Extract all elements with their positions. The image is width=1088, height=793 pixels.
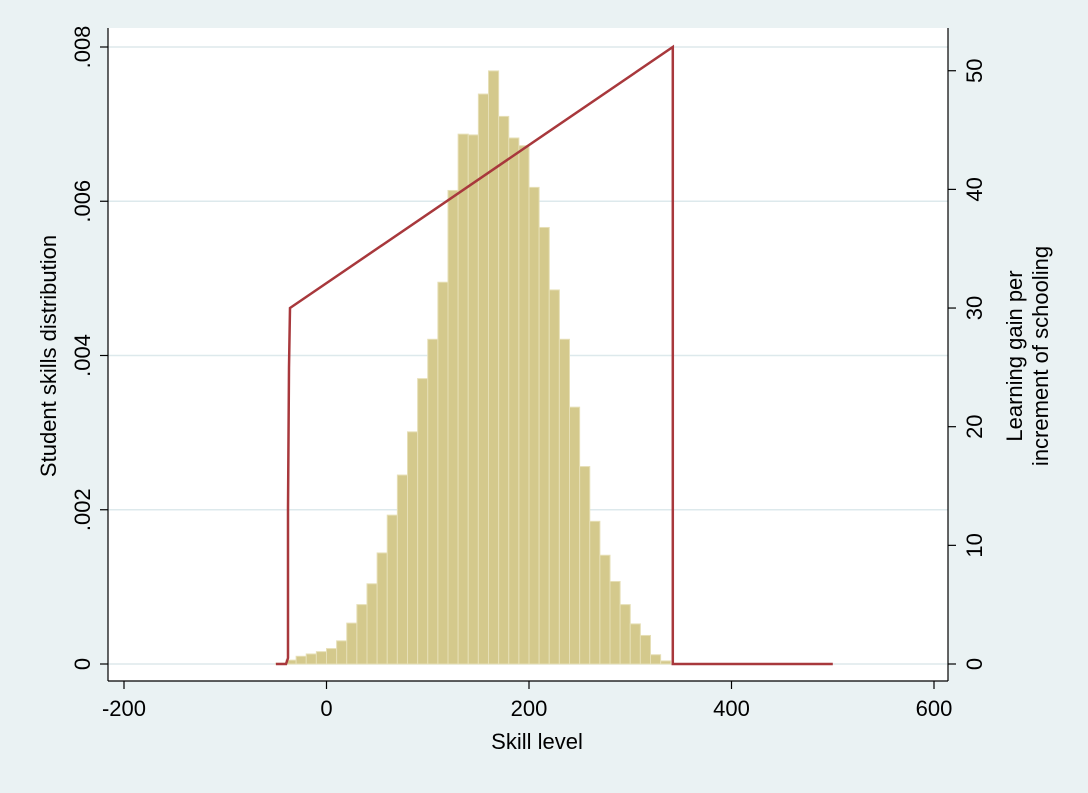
histogram-bar bbox=[396, 474, 408, 665]
y-left-tick-label: .004 bbox=[70, 334, 95, 377]
y-right-tick-label: 30 bbox=[962, 296, 987, 320]
histogram-bar bbox=[660, 660, 672, 665]
histogram-bar bbox=[599, 554, 611, 665]
histogram-bar bbox=[508, 137, 520, 665]
y-left-tick-label: .008 bbox=[70, 26, 95, 69]
histogram-bar bbox=[518, 145, 530, 665]
histogram-bar bbox=[548, 289, 560, 665]
y-right-tick-label: 20 bbox=[962, 414, 987, 438]
histogram-bars bbox=[275, 70, 672, 665]
histogram-bar bbox=[498, 115, 510, 665]
histogram-bar bbox=[407, 431, 419, 665]
histogram-bar bbox=[538, 226, 550, 665]
x-tick-label: 0 bbox=[320, 696, 332, 721]
histogram-bar bbox=[528, 186, 540, 665]
histogram-bar bbox=[366, 583, 378, 665]
histogram-bar bbox=[579, 466, 591, 665]
line-series-group bbox=[275, 44, 833, 666]
histogram-bar bbox=[558, 338, 570, 665]
histogram-bar bbox=[488, 70, 500, 665]
histogram-bar bbox=[376, 552, 388, 665]
histogram-bar bbox=[639, 634, 651, 665]
y-axis-right-title-line2: increment of schooling bbox=[1028, 246, 1053, 466]
y-right-tick-label: 0 bbox=[962, 658, 987, 670]
histogram-bar bbox=[457, 133, 469, 665]
histogram-bar bbox=[305, 653, 317, 665]
histogram-bar bbox=[346, 622, 358, 665]
x-tick-label: 400 bbox=[713, 696, 750, 721]
axes-group bbox=[100, 28, 956, 689]
learning-gain-line bbox=[275, 44, 833, 666]
y-right-tick-label: 50 bbox=[962, 58, 987, 82]
histogram-bar bbox=[315, 651, 327, 665]
histogram-bar bbox=[589, 520, 601, 665]
y-left-tick-label: .002 bbox=[70, 488, 95, 531]
histogram-bar bbox=[326, 648, 338, 665]
histogram-bar bbox=[569, 406, 581, 665]
histogram-bar bbox=[609, 580, 621, 665]
histogram-bar bbox=[295, 655, 307, 665]
histogram-bar bbox=[650, 654, 662, 665]
histogram-bar bbox=[629, 623, 641, 665]
y-right-tick-label: 40 bbox=[962, 177, 987, 201]
histogram-bar bbox=[467, 134, 479, 665]
histogram-bar bbox=[619, 604, 631, 665]
y-axis-left-title: Student skills distribution bbox=[36, 235, 61, 477]
x-tick-label: -200 bbox=[102, 696, 146, 721]
histogram-bar bbox=[356, 604, 368, 665]
histogram-bar bbox=[386, 514, 398, 665]
histogram-bar bbox=[447, 189, 459, 665]
histogram-bar bbox=[427, 338, 439, 665]
histogram-bar bbox=[336, 640, 348, 665]
y-left-tick-label: 0 bbox=[70, 658, 95, 670]
y-right-tick-label: 10 bbox=[962, 533, 987, 557]
axis-labels-group: -200 0 200 400 600 0 .002 .004 .006 .008 0 10 20 30 40… bbox=[36, 26, 1053, 754]
x-tick-label: 600 bbox=[916, 696, 953, 721]
x-axis-title: Skill level bbox=[491, 729, 583, 754]
x-tick-label: 200 bbox=[511, 696, 548, 721]
y-left-tick-label: .006 bbox=[70, 180, 95, 223]
histogram-bar bbox=[417, 378, 429, 665]
y-axis-right-title-line1: Learning gain per bbox=[1002, 270, 1027, 441]
histogram-bar bbox=[437, 281, 449, 665]
